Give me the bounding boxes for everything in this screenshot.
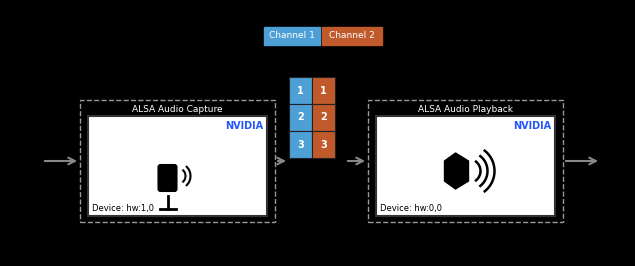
Bar	[88, 116, 267, 216]
FancyBboxPatch shape	[159, 165, 177, 191]
Text: Device: hw:1,0: Device: hw:1,0	[92, 203, 154, 213]
Text: 1: 1	[297, 85, 304, 95]
Bar	[289, 104, 312, 131]
Text: 3: 3	[297, 139, 304, 149]
Text: 3: 3	[320, 139, 327, 149]
Bar	[376, 116, 555, 216]
Bar	[312, 104, 335, 131]
Bar	[289, 131, 312, 158]
Bar	[368, 100, 563, 222]
Text: NVIDIA: NVIDIA	[513, 121, 551, 131]
Text: Device: hw:0,0: Device: hw:0,0	[380, 203, 442, 213]
Bar	[80, 100, 275, 222]
Bar	[264, 27, 320, 45]
Text: 1: 1	[320, 85, 327, 95]
Text: 2: 2	[320, 113, 327, 123]
Polygon shape	[444, 153, 455, 189]
Bar	[312, 77, 335, 104]
Text: Channel 2: Channel 2	[329, 31, 375, 40]
Text: NVIDIA: NVIDIA	[225, 121, 263, 131]
Bar	[312, 131, 335, 158]
Bar	[322, 27, 382, 45]
Text: ALSA Audio Playback: ALSA Audio Playback	[418, 105, 513, 114]
Polygon shape	[455, 153, 469, 189]
Text: Channel 1: Channel 1	[269, 31, 315, 40]
Text: 2: 2	[297, 113, 304, 123]
Text: ALSA Audio Capture: ALSA Audio Capture	[132, 105, 223, 114]
Bar	[289, 77, 312, 104]
